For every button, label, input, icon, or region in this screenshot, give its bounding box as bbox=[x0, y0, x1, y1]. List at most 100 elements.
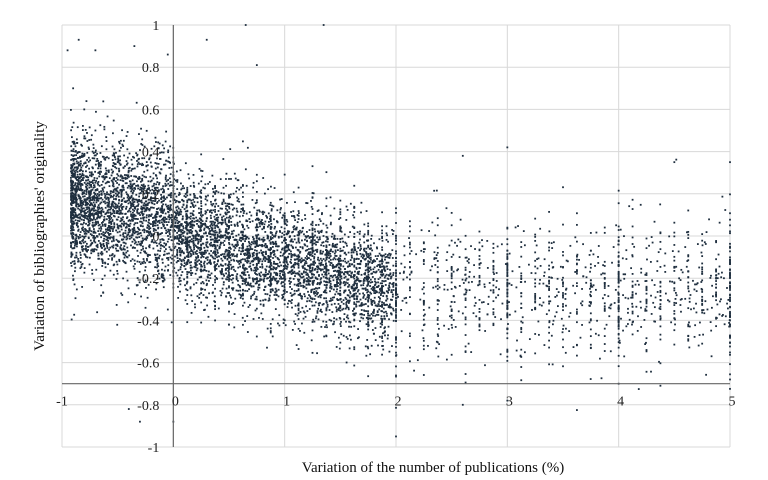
data-point bbox=[185, 206, 188, 208]
data-point bbox=[388, 284, 390, 287]
data-point bbox=[358, 304, 361, 307]
data-point bbox=[120, 193, 123, 196]
data-point bbox=[75, 166, 78, 169]
data-point bbox=[277, 245, 280, 248]
data-point bbox=[75, 198, 78, 200]
data-point bbox=[150, 179, 153, 182]
data-point bbox=[75, 158, 77, 161]
data-point bbox=[169, 204, 172, 207]
data-point bbox=[74, 256, 76, 259]
data-point bbox=[236, 253, 239, 256]
data-point bbox=[208, 252, 211, 255]
data-point bbox=[224, 231, 227, 234]
data-point bbox=[122, 139, 125, 142]
data-point bbox=[371, 303, 374, 306]
data-point bbox=[256, 268, 259, 270]
data-point bbox=[82, 176, 85, 179]
data-point bbox=[91, 179, 94, 182]
data-point bbox=[362, 254, 365, 257]
data-point bbox=[182, 225, 184, 228]
data-point bbox=[359, 230, 361, 233]
data-point bbox=[219, 243, 222, 246]
data-point bbox=[207, 315, 210, 318]
data-point bbox=[218, 232, 221, 234]
data-point bbox=[292, 264, 295, 267]
data-point bbox=[347, 317, 350, 320]
data-point bbox=[197, 256, 200, 259]
data-point bbox=[261, 211, 264, 214]
data-point bbox=[114, 197, 117, 200]
data-point bbox=[130, 244, 132, 247]
data-point bbox=[157, 265, 160, 268]
data-point bbox=[162, 223, 164, 226]
data-point bbox=[118, 260, 121, 263]
data-point bbox=[87, 230, 90, 233]
data-point bbox=[100, 226, 102, 228]
data-point bbox=[173, 192, 176, 195]
data-point bbox=[180, 251, 183, 254]
data-point bbox=[359, 304, 362, 307]
data-point bbox=[248, 274, 250, 277]
data-point bbox=[233, 313, 236, 315]
data-point bbox=[392, 319, 395, 322]
data-point bbox=[116, 245, 119, 247]
data-point bbox=[159, 208, 162, 211]
data-point bbox=[97, 222, 99, 224]
data-point bbox=[318, 268, 321, 270]
data-point bbox=[376, 265, 379, 268]
data-point bbox=[312, 237, 314, 240]
data-point bbox=[97, 197, 100, 200]
data-point bbox=[117, 159, 120, 162]
data-point bbox=[274, 235, 277, 238]
data-point bbox=[168, 246, 171, 249]
data-point bbox=[173, 267, 176, 270]
data-point bbox=[70, 221, 73, 223]
data-point bbox=[150, 223, 152, 225]
data-point bbox=[362, 280, 365, 282]
data-point bbox=[310, 247, 312, 250]
data-point bbox=[132, 167, 134, 170]
data-point bbox=[224, 250, 227, 253]
data-point bbox=[332, 245, 335, 248]
data-point bbox=[88, 186, 91, 189]
data-point bbox=[141, 162, 144, 165]
data-point bbox=[70, 232, 73, 235]
data-point bbox=[117, 216, 120, 219]
data-point bbox=[141, 174, 144, 177]
data-point bbox=[238, 239, 241, 241]
data-point bbox=[164, 163, 167, 166]
data-point bbox=[268, 270, 271, 273]
data-point bbox=[101, 155, 104, 158]
data-point bbox=[185, 240, 188, 243]
data-point bbox=[174, 222, 177, 224]
data-point bbox=[82, 207, 85, 210]
data-point bbox=[210, 222, 213, 225]
data-point bbox=[199, 190, 202, 193]
data-point bbox=[191, 250, 194, 253]
data-point bbox=[103, 237, 106, 240]
data-point bbox=[360, 273, 363, 276]
data-point bbox=[214, 229, 217, 232]
data-point bbox=[100, 251, 103, 253]
data-point bbox=[230, 266, 233, 269]
data-point bbox=[325, 240, 327, 243]
data-point bbox=[289, 277, 291, 280]
data-point bbox=[135, 217, 138, 220]
data-point bbox=[80, 199, 83, 202]
data-point bbox=[392, 229, 395, 232]
data-point bbox=[107, 224, 110, 227]
data-point bbox=[202, 256, 205, 258]
data-point bbox=[191, 225, 194, 227]
data-point bbox=[359, 245, 362, 248]
data-point bbox=[124, 176, 127, 179]
data-point bbox=[103, 125, 106, 128]
data-point bbox=[345, 306, 348, 309]
data-point bbox=[289, 271, 291, 274]
data-point bbox=[355, 279, 358, 282]
data-point bbox=[81, 152, 84, 155]
data-point bbox=[224, 230, 227, 233]
data-point bbox=[268, 220, 270, 223]
data-point bbox=[225, 235, 228, 238]
data-point bbox=[188, 230, 191, 233]
data-point bbox=[377, 303, 380, 306]
